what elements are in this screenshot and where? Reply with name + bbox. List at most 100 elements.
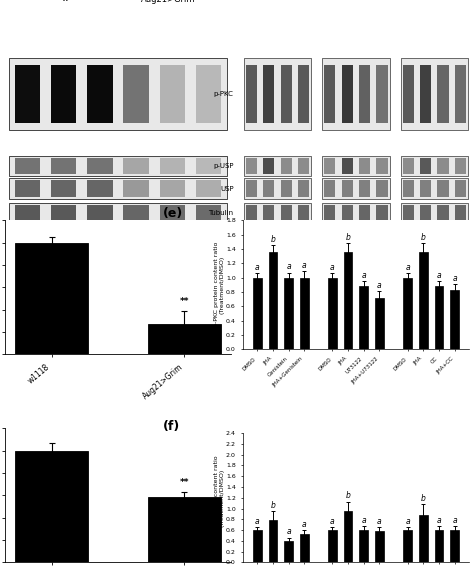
Bar (342, 181, 353, 197)
Text: a: a (286, 262, 291, 271)
Bar (403, 530, 412, 562)
Bar (51, 158, 76, 174)
Y-axis label: p-USP protein content ratio
(Treatment/DMSO): p-USP protein content ratio (Treatment/D… (213, 455, 224, 541)
Bar (281, 181, 292, 197)
Text: a: a (362, 271, 366, 279)
Text: p-USP: p-USP (213, 164, 234, 169)
Bar (420, 65, 431, 123)
Bar (438, 65, 449, 123)
Bar (160, 158, 185, 174)
Bar (375, 298, 384, 349)
Bar (438, 204, 449, 221)
Bar (402, 65, 414, 123)
Bar (359, 286, 368, 349)
Bar (402, 181, 414, 197)
Bar (244, 156, 311, 177)
Bar (298, 65, 310, 123)
Bar (160, 181, 185, 197)
Bar (253, 278, 262, 349)
Text: b: b (346, 233, 351, 242)
Bar (438, 158, 449, 174)
Text: a: a (330, 517, 335, 527)
Text: a: a (255, 263, 260, 272)
Bar (196, 65, 221, 123)
Text: **: ** (180, 297, 189, 306)
Bar (244, 178, 311, 199)
Bar (401, 203, 468, 223)
Bar (342, 204, 353, 221)
Bar (328, 530, 337, 562)
Bar (455, 204, 466, 221)
Bar (9, 58, 227, 130)
Bar (402, 158, 414, 174)
Bar (87, 181, 113, 197)
Bar (269, 252, 277, 349)
Bar (450, 530, 459, 562)
Text: a: a (405, 263, 410, 272)
Bar (15, 158, 40, 174)
Bar (376, 181, 388, 197)
Bar (300, 534, 309, 562)
Text: a: a (302, 520, 307, 529)
Bar (15, 204, 40, 221)
Bar (376, 65, 388, 123)
Bar (15, 450, 88, 562)
Text: a: a (362, 516, 366, 525)
Bar (401, 58, 468, 130)
Bar (263, 158, 274, 174)
Bar (342, 65, 353, 123)
Bar (284, 278, 293, 349)
Bar (246, 65, 257, 123)
Bar (244, 58, 311, 130)
Bar (15, 65, 40, 123)
Bar (87, 158, 113, 174)
Bar (419, 252, 428, 349)
Bar (435, 530, 443, 562)
Bar (87, 204, 113, 221)
Bar (244, 203, 311, 223)
Text: b: b (421, 494, 426, 503)
Bar (419, 515, 428, 562)
Bar (359, 181, 370, 197)
Bar (87, 65, 113, 123)
Bar (123, 204, 149, 221)
Bar (402, 204, 414, 221)
Bar (455, 158, 466, 174)
Text: **: ** (180, 478, 189, 487)
Text: a: a (452, 516, 457, 525)
Text: Tubulin: Tubulin (209, 210, 234, 216)
Bar (300, 278, 309, 349)
Text: a: a (452, 274, 457, 283)
Bar (450, 290, 459, 349)
Bar (455, 181, 466, 197)
Bar (15, 243, 88, 354)
Bar (123, 181, 149, 197)
Text: (e): (e) (164, 207, 183, 220)
Bar (359, 204, 370, 221)
Text: a: a (377, 517, 382, 526)
Text: b: b (346, 491, 351, 500)
Bar (455, 65, 466, 123)
Text: w$^{1118}$: w$^{1118}$ (61, 0, 84, 3)
Bar (196, 158, 221, 174)
Bar (342, 158, 353, 174)
Bar (281, 65, 292, 123)
Text: p-PKC: p-PKC (214, 91, 234, 97)
Bar (322, 156, 390, 177)
Bar (196, 204, 221, 221)
Bar (324, 181, 336, 197)
Bar (438, 181, 449, 197)
Text: a: a (302, 261, 307, 270)
Bar (51, 204, 76, 221)
Bar (9, 203, 227, 223)
Bar (15, 181, 40, 197)
Bar (51, 65, 76, 123)
Bar (281, 158, 292, 174)
Bar (324, 65, 336, 123)
Bar (344, 511, 353, 562)
Text: a: a (286, 528, 291, 537)
Bar (376, 158, 388, 174)
Bar (322, 203, 390, 223)
Bar (298, 204, 310, 221)
Bar (281, 204, 292, 221)
